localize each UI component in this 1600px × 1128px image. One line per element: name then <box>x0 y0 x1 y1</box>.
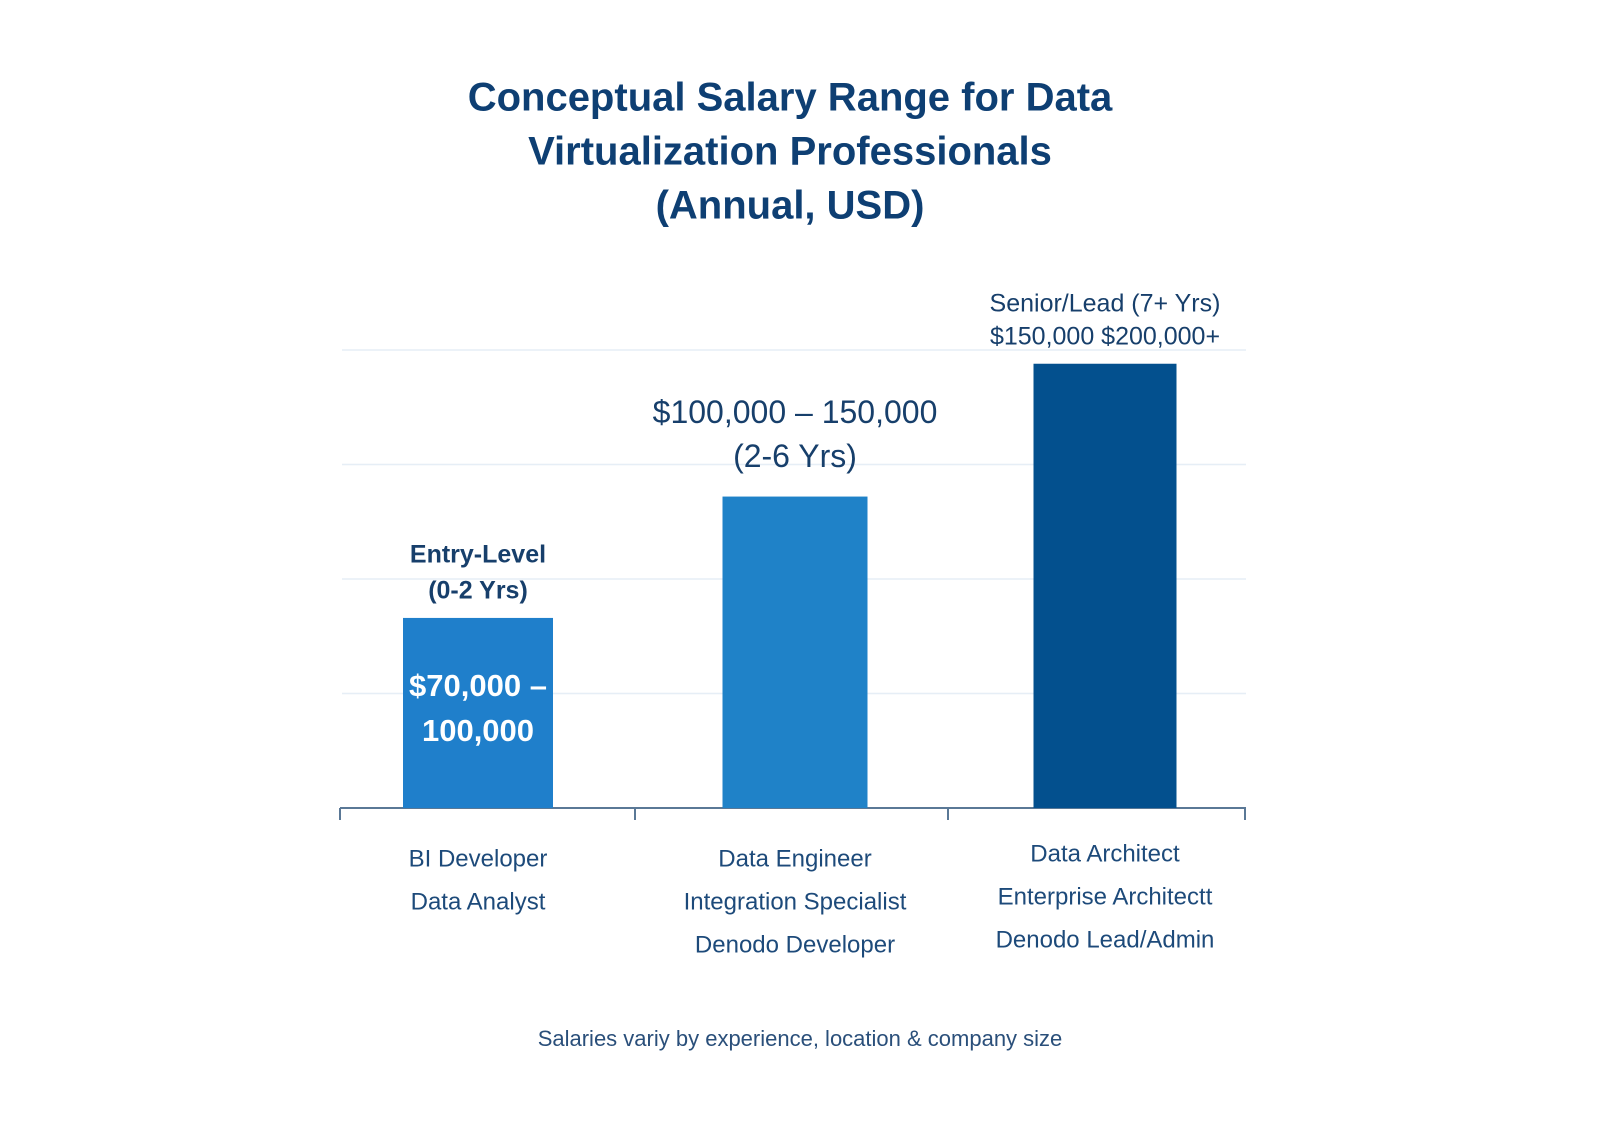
bar-level-label: $100,000 – 150,000 <box>653 394 938 430</box>
x-tick-label: Data Engineer <box>718 845 871 872</box>
x-tick-label: Data Analyst <box>411 888 546 915</box>
chart-title: Virtualization Professionals <box>528 130 1052 174</box>
bar-level-label: $150,000 $200,000+ <box>990 322 1220 350</box>
bar <box>1033 363 1177 808</box>
bar-level-label: (2-6 Yrs) <box>733 438 857 474</box>
footnote: Salaries variy by experience, location &… <box>538 1026 1063 1051</box>
x-tick-label: Denodo Developer <box>695 931 895 958</box>
bar <box>722 496 868 808</box>
x-tick-label: Integration Specialist <box>684 888 907 915</box>
x-tick-label: Data Architect <box>1030 840 1180 867</box>
chart-title: Conceptual Salary Range for Data <box>468 76 1113 120</box>
bar-value-label: $70,000 – <box>409 668 547 703</box>
x-tick-label: BI Developer <box>409 845 548 872</box>
x-tick-label: Enterprise Architectt <box>998 883 1213 910</box>
bar-value-label: 100,000 <box>422 713 534 748</box>
x-tick-label: Denodo Lead/Admin <box>996 926 1215 953</box>
bar-level-label: Senior/Lead (7+ Yrs) <box>990 289 1221 317</box>
bar <box>403 617 553 808</box>
chart-title: (Annual, USD) <box>656 184 925 228</box>
bar-level-label: Entry-Level <box>410 541 546 569</box>
bar-level-label: (0-2 Yrs) <box>428 577 528 605</box>
